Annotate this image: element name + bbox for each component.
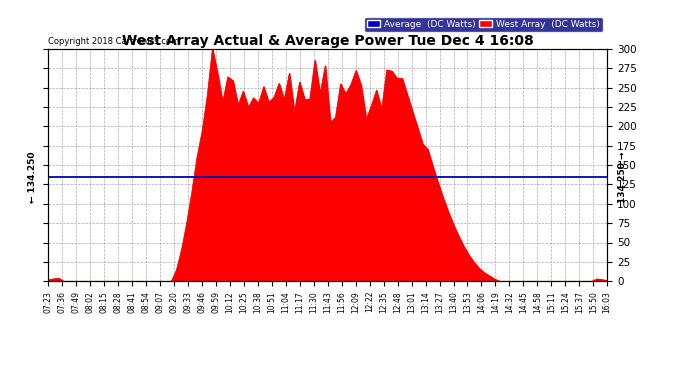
Text: 134.250 →: 134.250 → bbox=[618, 152, 627, 203]
Text: Copyright 2018 Cartronics.com: Copyright 2018 Cartronics.com bbox=[48, 38, 179, 46]
Text: ← 134.250: ← 134.250 bbox=[28, 152, 37, 203]
Title: West Array Actual & Average Power Tue Dec 4 16:08: West Array Actual & Average Power Tue De… bbox=[122, 34, 533, 48]
Legend: Average  (DC Watts), West Array  (DC Watts): Average (DC Watts), West Array (DC Watts… bbox=[364, 17, 602, 32]
